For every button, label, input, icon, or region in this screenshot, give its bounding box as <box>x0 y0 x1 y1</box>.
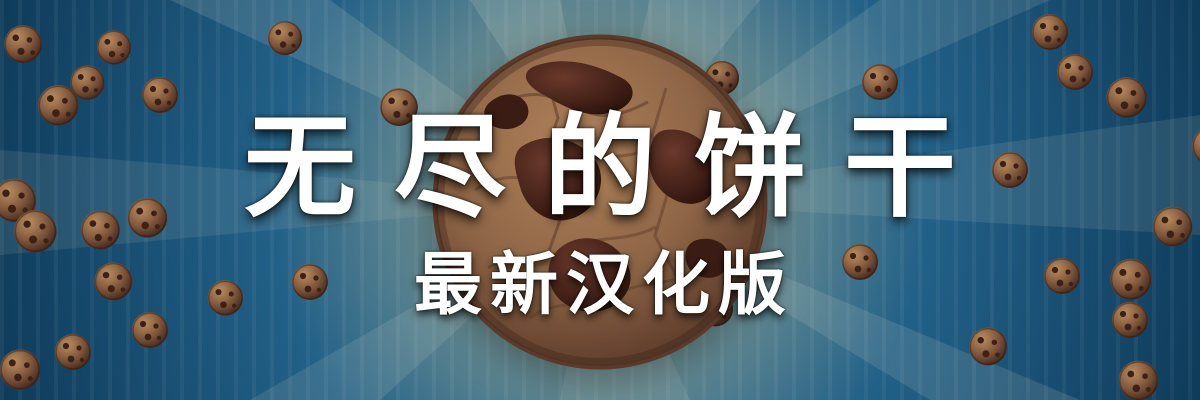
cookie-icon <box>3 24 43 64</box>
cookie-icon <box>141 76 179 114</box>
cookie-icon <box>861 63 899 101</box>
cookie-icon <box>1031 13 1069 51</box>
cookie-icon <box>69 64 106 101</box>
cookie-icon <box>0 348 42 391</box>
game-title: 无尽的饼干 <box>244 103 994 233</box>
cookie-icon <box>267 20 303 56</box>
cookie-icon <box>968 326 1008 367</box>
cookie-icon <box>54 333 92 371</box>
localized-version-subtitle: 最新汉化版 <box>413 246 794 325</box>
cookie-icon <box>96 29 132 66</box>
big-cookie-icon[interactable] <box>420 18 780 388</box>
cookie-icon <box>1117 360 1160 400</box>
cookie-icon <box>1056 53 1094 91</box>
